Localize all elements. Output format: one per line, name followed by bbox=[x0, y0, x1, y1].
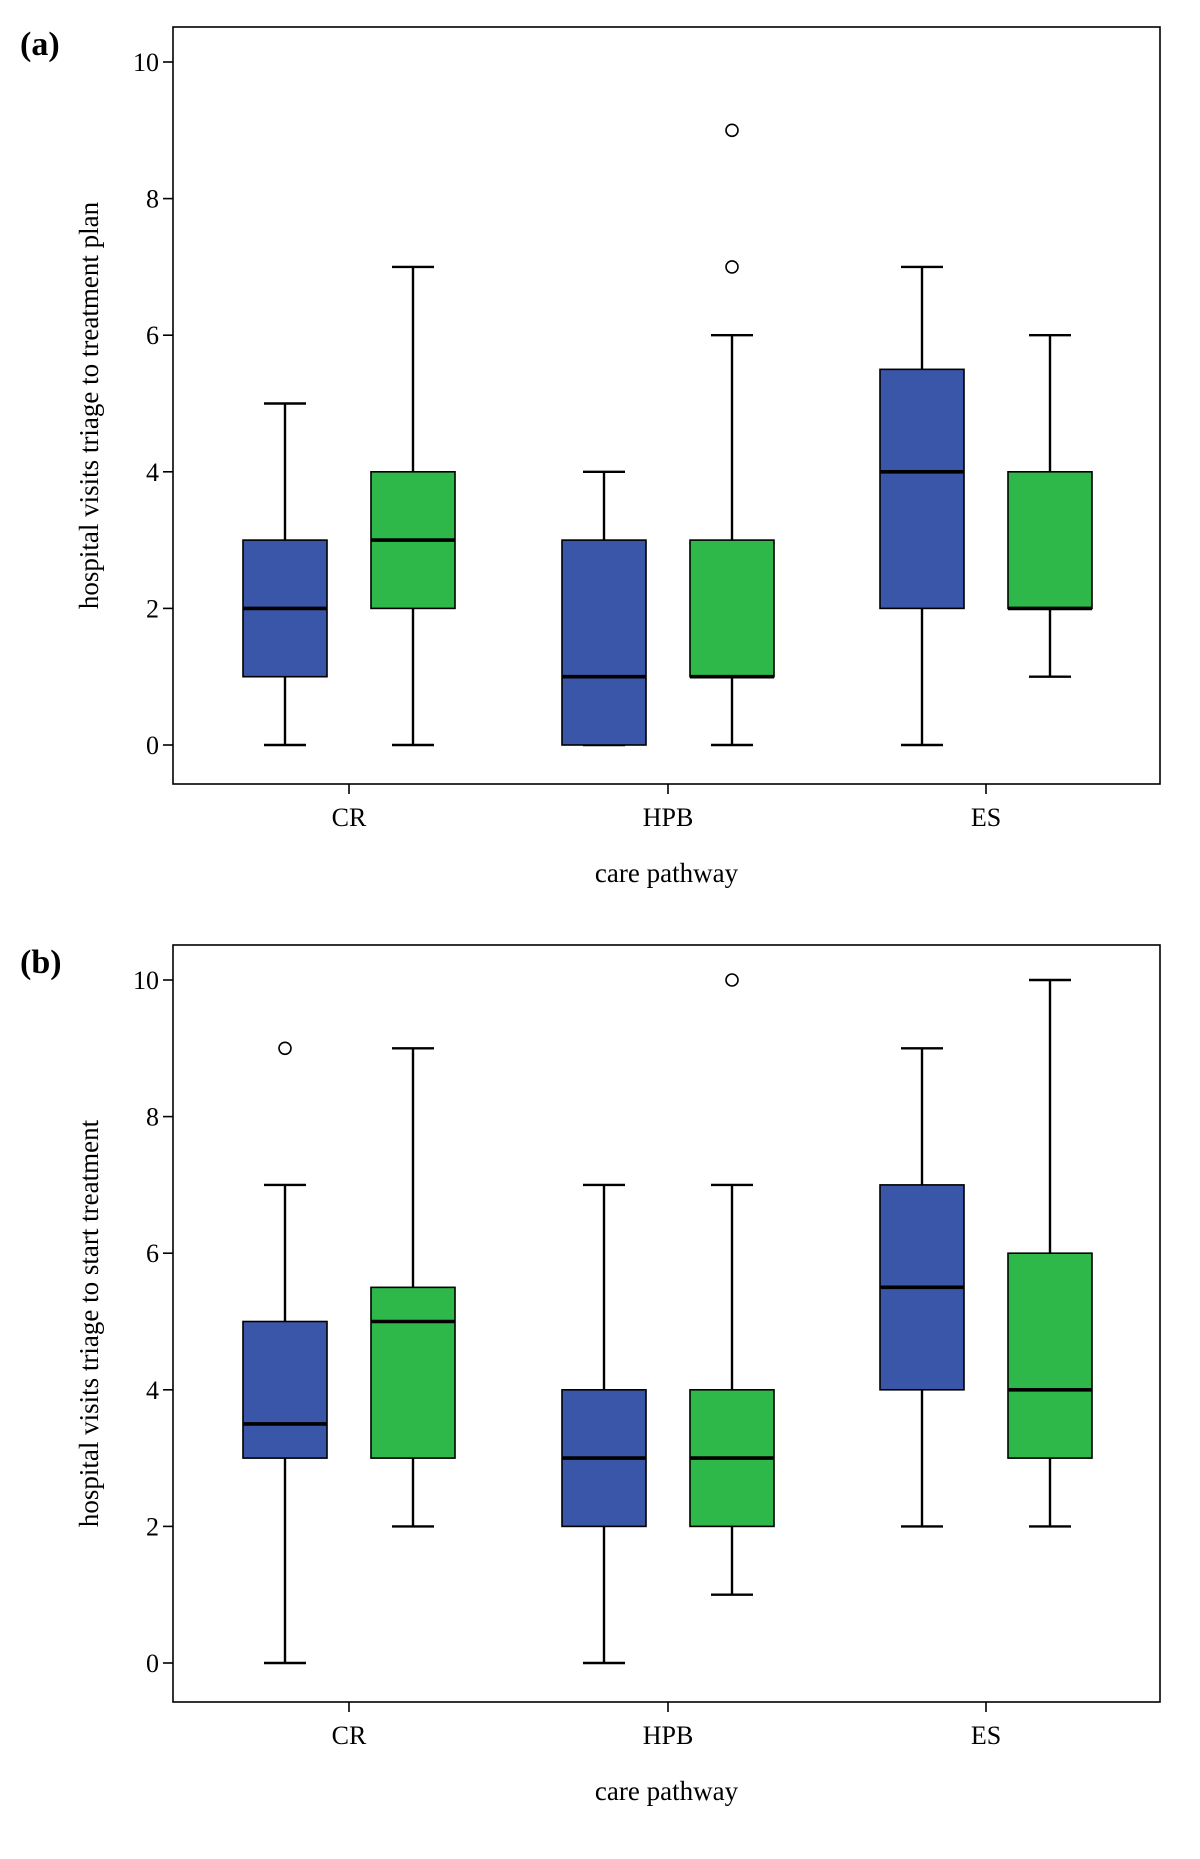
x-tick-label-cr: CR bbox=[332, 1721, 367, 1750]
panel-label: (b) bbox=[20, 944, 62, 981]
x-tick-label-hpb: HPB bbox=[643, 1721, 694, 1750]
y-tick-label: 4 bbox=[146, 458, 159, 487]
box-body bbox=[370, 1286, 456, 1459]
box-es-group-2 bbox=[1007, 334, 1093, 678]
x-axis-title: care pathway bbox=[595, 1776, 739, 1806]
x-axis-title: care pathway bbox=[595, 858, 739, 888]
y-axis-title: hospital visits triage to start treatmen… bbox=[74, 1119, 104, 1527]
box-body bbox=[689, 539, 775, 678]
y-tick-label: 8 bbox=[146, 185, 159, 214]
box-cr-group-1 bbox=[242, 1041, 328, 1665]
box-hpb-group-1 bbox=[561, 470, 647, 747]
box-cr-group-2 bbox=[370, 1047, 456, 1528]
box-body bbox=[1007, 470, 1093, 610]
box-es-group-2 bbox=[1007, 978, 1093, 1528]
box-body bbox=[1007, 1252, 1093, 1459]
box-body bbox=[242, 1320, 328, 1459]
outlier-point bbox=[725, 260, 739, 274]
outlier-point bbox=[278, 1041, 292, 1056]
box-hpb-group-2 bbox=[689, 973, 775, 1596]
box-cr-group-1 bbox=[242, 402, 328, 747]
y-tick-label: 4 bbox=[146, 1376, 159, 1405]
x-tick-label-cr: CR bbox=[332, 803, 367, 832]
plot-frame bbox=[172, 26, 1161, 785]
plot-frame bbox=[172, 944, 1161, 1703]
y-tick-label: 8 bbox=[146, 1103, 159, 1132]
y-tick-label: 10 bbox=[133, 966, 159, 995]
y-tick-label: 6 bbox=[146, 1239, 159, 1268]
y-tick-label: 0 bbox=[146, 1649, 159, 1678]
outlier-point bbox=[725, 973, 739, 987]
y-axis-title: hospital visits triage to treatment plan bbox=[74, 201, 104, 609]
y-tick-label: 2 bbox=[146, 1512, 159, 1541]
box-body bbox=[879, 368, 965, 610]
box-cr-group-2 bbox=[370, 265, 456, 747]
chart-panel-a: (a) 0 2 4 6 8 10 CR HPB ES care pathway hospital vi… bbox=[20, 26, 1161, 888]
box-body bbox=[561, 539, 647, 746]
outlier-point bbox=[725, 123, 739, 138]
x-tick-label-hpb: HPB bbox=[643, 803, 694, 832]
y-tick-label: 2 bbox=[146, 594, 159, 623]
x-tick-label-es: ES bbox=[971, 1721, 1001, 1750]
box-hpb-group-2 bbox=[689, 123, 775, 747]
y-tick-label: 10 bbox=[133, 48, 159, 77]
y-tick-label: 0 bbox=[146, 731, 159, 760]
box-es-group-1 bbox=[879, 265, 965, 747]
box-es-group-1 bbox=[879, 1047, 965, 1528]
y-tick-label: 6 bbox=[146, 321, 159, 350]
x-tick-label-es: ES bbox=[971, 803, 1001, 832]
panel-label: (a) bbox=[20, 26, 60, 63]
chart-panel-b: (b) 0 2 4 6 8 10 CR HPB ES care pathway hospital vi… bbox=[20, 944, 1161, 1806]
box-hpb-group-1 bbox=[561, 1183, 647, 1665]
